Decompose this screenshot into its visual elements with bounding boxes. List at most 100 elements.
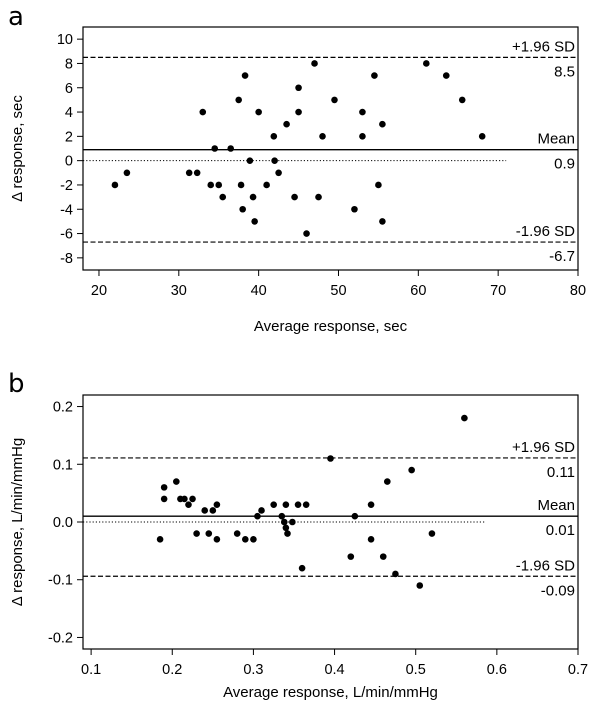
y-tick-label: 0.1	[53, 457, 73, 473]
data-point	[185, 501, 192, 508]
data-point	[284, 530, 291, 537]
data-point	[270, 501, 277, 508]
data-point	[379, 120, 386, 128]
panel-label: b	[8, 369, 25, 399]
x-tick-label: 0.2	[162, 662, 182, 678]
x-tick-label: 0.3	[243, 662, 263, 678]
y-tick-label: 4	[65, 105, 73, 121]
data-point	[282, 501, 290, 508]
data-point	[408, 466, 415, 474]
reference-line-label: +1.96 SD	[512, 38, 575, 55]
data-point	[227, 145, 235, 152]
plot-frame	[82, 26, 579, 271]
x-tick-label: 60	[410, 283, 426, 299]
x-tick-label: 0.1	[81, 662, 101, 678]
data-point	[233, 530, 241, 537]
data-point	[384, 478, 391, 485]
data-point	[241, 72, 249, 79]
data-point	[241, 536, 249, 543]
y-tick-label: -0.2	[48, 630, 73, 646]
data-point	[123, 169, 131, 177]
data-point	[160, 495, 168, 503]
panel-label: a	[8, 2, 24, 32]
reference-line-label: +1.96 SD	[512, 439, 575, 456]
reference-line-value: -6.7	[549, 248, 575, 265]
y-tick-label: 10	[57, 32, 73, 48]
reference-line-label: Mean	[537, 131, 575, 148]
data-point	[193, 169, 201, 177]
data-point	[327, 455, 334, 462]
data-point	[189, 495, 196, 503]
y-tick-label: 0.2	[53, 400, 73, 416]
data-point	[351, 205, 358, 213]
data-point	[319, 133, 326, 140]
data-point	[347, 553, 355, 560]
data-point	[379, 553, 387, 560]
data-point	[193, 530, 200, 537]
data-point	[213, 536, 221, 543]
data-point	[303, 230, 310, 237]
data-point	[271, 157, 278, 164]
y-tick-label: 0	[65, 154, 73, 170]
data-point	[251, 218, 258, 225]
x-tick-label: 30	[171, 283, 187, 299]
data-point	[280, 518, 288, 526]
y-axis-label: Δ response, sec	[9, 95, 26, 202]
x-tick-label: 0.5	[406, 662, 426, 678]
data-point	[275, 169, 282, 177]
data-point	[311, 60, 318, 67]
data-point	[295, 84, 302, 92]
data-point	[185, 169, 193, 177]
x-axis-label: Average response, L/min/mmHg	[223, 684, 438, 701]
reference-line-value: -0.09	[541, 582, 575, 599]
y-tick-label: -0.1	[48, 573, 73, 589]
y-tick-label: -8	[60, 251, 73, 267]
data-point	[209, 507, 217, 514]
data-point	[278, 512, 286, 520]
reference-line-value: 0.01	[546, 522, 575, 539]
data-point	[199, 108, 207, 116]
data-point	[173, 478, 180, 485]
data-point	[254, 512, 261, 520]
reference-line-value: 8.5	[554, 63, 575, 80]
x-tick-label: 70	[490, 283, 506, 299]
data-point	[458, 96, 466, 104]
x-tick-label: 40	[251, 283, 267, 299]
data-point	[351, 512, 359, 520]
data-point	[213, 501, 221, 508]
data-point	[359, 108, 366, 116]
y-tick-label: 6	[65, 81, 73, 97]
chart-panel-a: a -8 -6 -4 -2 0 2 4 6 8 10 20 30 40 50 60 70 80 Average re…	[8, 2, 586, 335]
data-point	[181, 495, 188, 503]
data-point	[283, 120, 290, 128]
data-point	[392, 570, 399, 578]
data-point	[367, 501, 375, 508]
reference-line-value: 0.11	[547, 464, 575, 481]
x-axis-label: Average response, sec	[254, 318, 408, 335]
x-tick-label: 20	[91, 283, 107, 299]
data-point	[367, 536, 375, 543]
data-point	[423, 60, 430, 67]
data-point	[246, 157, 254, 164]
reference-line-label: Mean	[537, 497, 575, 514]
data-point	[294, 501, 302, 508]
data-point	[298, 564, 306, 572]
reference-line-label: -1.96 SD	[516, 557, 575, 574]
data-point	[416, 582, 424, 589]
y-tick-label: 8	[65, 56, 73, 72]
data-point	[282, 524, 290, 532]
data-point	[239, 205, 246, 213]
y-tick-label: -2	[60, 178, 73, 194]
y-tick-label: 0.0	[53, 515, 73, 531]
data-point	[315, 193, 322, 201]
data-point	[205, 530, 213, 537]
data-point	[442, 72, 450, 79]
data-point	[270, 133, 278, 140]
y-tick-label: -4	[60, 202, 73, 218]
y-axis-label: Δ response, L/min/mmHg	[9, 438, 26, 606]
reference-line-label: -1.96 SD	[516, 223, 575, 240]
data-point	[379, 218, 386, 225]
data-point	[289, 518, 296, 526]
data-point	[235, 96, 242, 104]
